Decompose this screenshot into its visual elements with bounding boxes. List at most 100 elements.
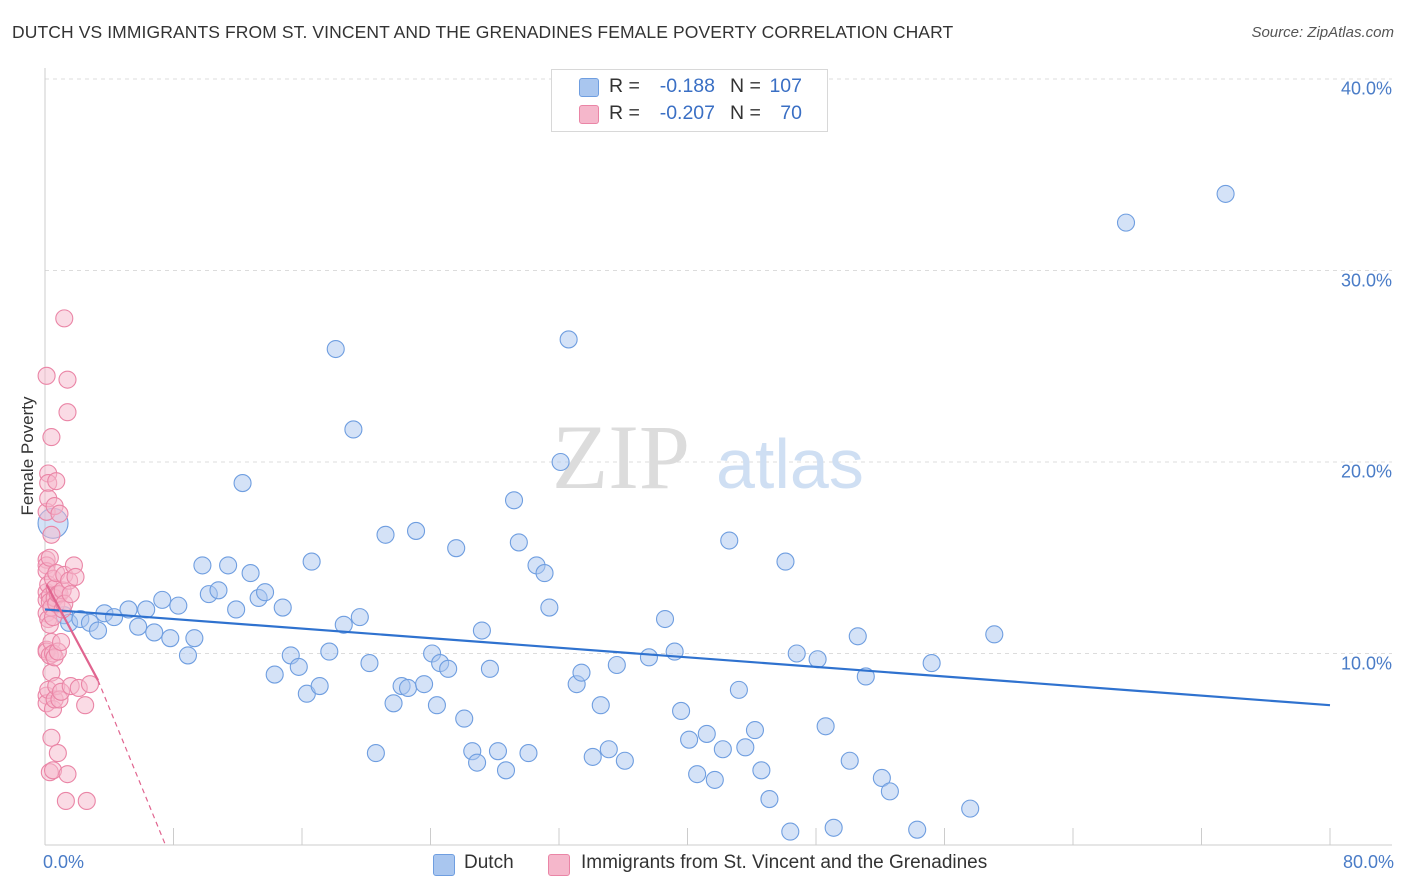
data-point-blue — [1116, 213, 1136, 232]
data-point-blue — [366, 744, 385, 763]
x-tick-label: 80.0% — [1342, 852, 1394, 872]
stats-box: R = -0.188 N = 107 R = -0.207 N = 70 — [551, 69, 828, 132]
stats-r-label: R = — [609, 75, 640, 97]
data-point-blue — [376, 525, 395, 544]
x-tick-label: 0.0% — [43, 852, 85, 872]
data-point-blue — [472, 621, 491, 640]
legend-label: Dutch — [464, 852, 514, 873]
y-tick-label: 30.0% — [1340, 270, 1392, 290]
stats-n-value: 70 — [780, 102, 802, 124]
axes-layer — [44, 68, 1392, 846]
data-point-blue — [720, 531, 739, 550]
data-point-blue — [145, 623, 164, 642]
data-point-pink — [58, 765, 77, 784]
legend-swatch-pink — [548, 854, 570, 876]
data-point-blue — [697, 724, 716, 743]
data-point-blue — [153, 590, 172, 609]
data-point-blue — [504, 491, 524, 510]
data-point-blue — [816, 717, 835, 736]
data-point-blue — [776, 552, 795, 571]
data-point-blue — [105, 608, 124, 627]
data-point-blue — [320, 642, 339, 661]
data-point-blue — [334, 615, 353, 634]
data-point-pink — [58, 370, 77, 389]
data-point-blue — [752, 761, 771, 780]
data-point-blue — [509, 533, 528, 552]
data-point-pink — [76, 696, 95, 715]
data-point-blue — [848, 627, 867, 646]
data-point-blue — [439, 659, 458, 678]
data-point-blue — [615, 751, 634, 770]
stats-r-value: -0.207 — [659, 102, 715, 124]
data-point-blue — [519, 744, 538, 763]
data-point-blue — [496, 761, 516, 780]
data-point-blue — [161, 629, 180, 648]
data-point-blue — [872, 768, 891, 788]
y-tick-label: 20.0% — [1340, 461, 1392, 482]
y-tick-label: 10.0% — [1340, 653, 1392, 673]
data-point-blue — [856, 667, 875, 686]
data-point-blue — [169, 596, 188, 615]
data-point-blue — [760, 789, 779, 809]
data-point-pink — [61, 585, 80, 604]
data-point-blue — [572, 663, 591, 682]
data-point-blue — [908, 820, 927, 839]
data-point-pink — [52, 632, 71, 652]
data-point-blue — [185, 629, 204, 648]
data-point-blue — [705, 770, 724, 789]
data-point-blue — [729, 680, 748, 699]
data-point-blue — [599, 740, 618, 759]
stats-row: R = -0.188 N = 107 — [552, 75, 827, 101]
watermark-zip: ZIP — [552, 406, 690, 508]
data-point-blue — [256, 583, 275, 602]
data-point-blue — [639, 648, 659, 667]
data-point-blue — [137, 600, 156, 619]
data-point-blue — [680, 730, 699, 749]
data-point-blue — [607, 655, 626, 675]
data-point-blue — [360, 654, 379, 673]
data-point-blue — [559, 330, 578, 349]
data-point-blue — [209, 581, 228, 600]
data-point-blue — [1216, 184, 1235, 203]
watermark-atlas: atlas — [716, 425, 864, 503]
stats-n-label: N = — [730, 75, 761, 97]
legend-label: Immigrants from St. Vincent and the Gren… — [581, 852, 988, 873]
data-point-pink — [40, 548, 59, 567]
series-blue — [37, 184, 1235, 841]
watermark: ZIP atlas — [552, 406, 864, 508]
data-point-blue — [535, 564, 554, 583]
data-point-blue — [326, 339, 345, 359]
data-point-blue — [302, 552, 321, 571]
data-point-blue — [551, 452, 570, 472]
data-point-blue — [961, 799, 980, 818]
data-point-blue — [193, 556, 212, 575]
data-point-blue — [840, 751, 859, 770]
data-point-blue — [344, 420, 363, 439]
data-point-pink — [42, 728, 61, 747]
data-point-blue — [289, 657, 308, 676]
data-point-blue — [672, 701, 691, 721]
trend-line-pink — [45, 584, 99, 681]
data-point-blue — [350, 608, 369, 627]
data-point-blue — [468, 753, 487, 772]
data-point-pink — [37, 366, 56, 385]
data-point-blue — [219, 556, 238, 575]
data-point-blue — [310, 677, 329, 696]
data-point-blue — [265, 665, 284, 684]
data-point-blue — [406, 521, 426, 540]
data-point-pink — [77, 791, 96, 811]
legend-swatch-blue — [433, 854, 455, 876]
data-point-blue — [398, 678, 418, 698]
data-point-blue — [427, 696, 446, 715]
data-point-blue — [480, 659, 499, 678]
trend-layer — [44, 584, 1331, 846]
data-point-pink — [56, 791, 75, 811]
data-point-blue — [540, 598, 559, 617]
legend: Dutch Immigrants from St. Vincent and the… — [0, 852, 1406, 878]
data-point-blue — [88, 621, 108, 640]
data-point-blue — [808, 650, 827, 669]
y-tick-label: 40.0% — [1340, 78, 1392, 99]
grid-layer — [45, 78, 1392, 654]
data-point-blue — [129, 617, 148, 636]
data-point-blue — [781, 822, 800, 841]
